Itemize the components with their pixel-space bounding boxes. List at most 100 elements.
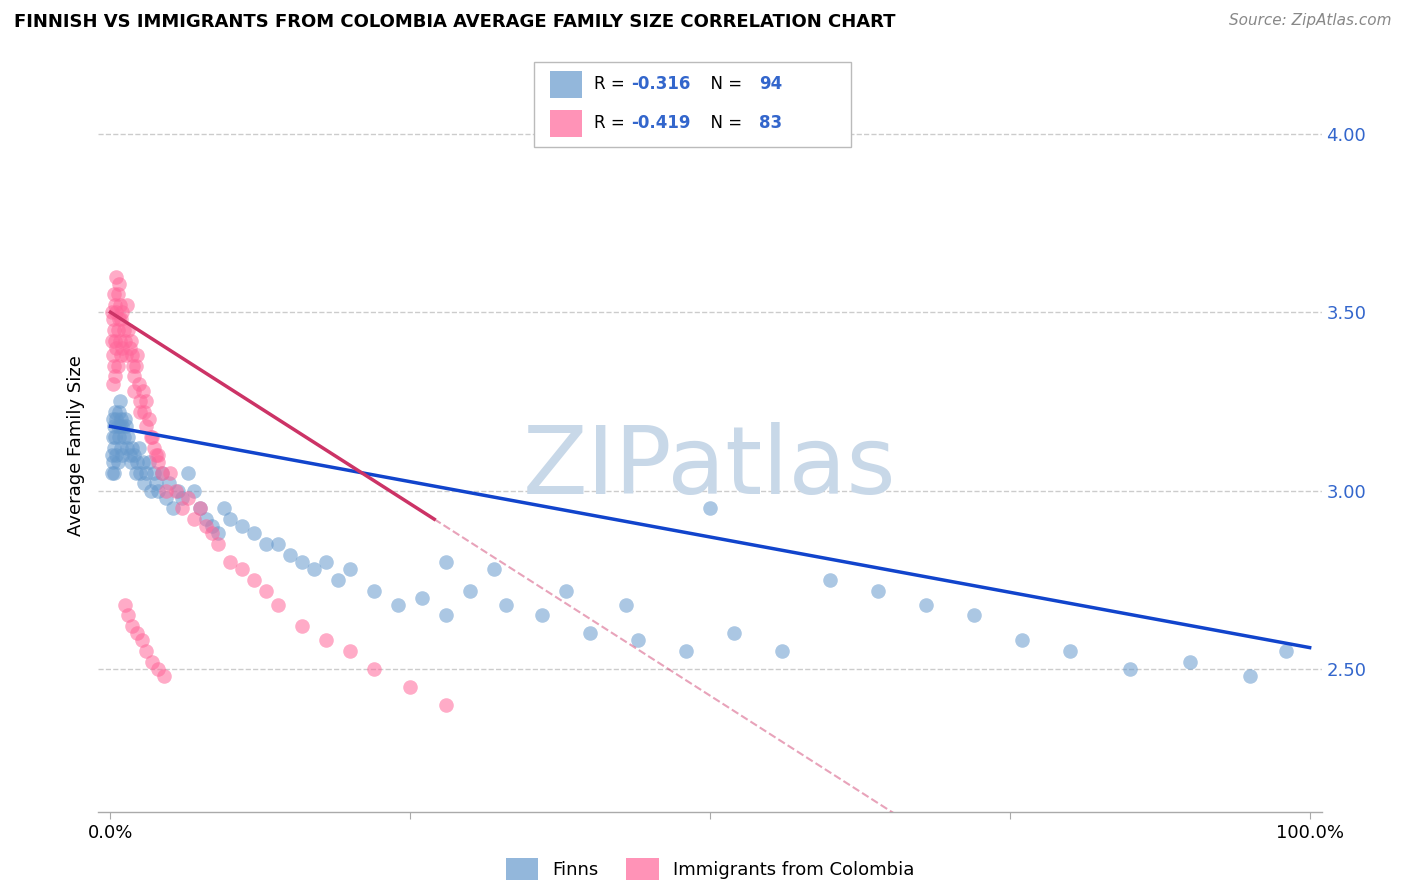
Point (104, 298, 127, 312)
Point (267, 537, 290, 551)
Text: N =: N = (700, 76, 748, 94)
Point (120, 334, 142, 348)
Point (107, 419, 129, 434)
Point (555, 583, 578, 598)
Point (495, 598, 517, 612)
Point (207, 537, 229, 551)
Point (195, 512, 218, 526)
FancyBboxPatch shape (534, 62, 851, 147)
Point (231, 562, 253, 576)
Point (1059, 644, 1081, 658)
Text: 83: 83 (759, 114, 782, 132)
Point (1011, 633, 1033, 648)
Point (104, 334, 127, 348)
Point (135, 394, 157, 409)
Point (434, 608, 457, 623)
Point (115, 348, 138, 362)
Point (166, 483, 188, 498)
Point (132, 405, 155, 419)
Point (101, 348, 124, 362)
Point (121, 619, 143, 633)
Point (339, 644, 361, 658)
Point (120, 455, 142, 469)
Point (434, 555, 457, 569)
Point (103, 441, 125, 455)
Point (105, 448, 128, 462)
Point (1274, 644, 1296, 658)
Point (195, 519, 218, 533)
Point (107, 359, 129, 373)
Point (132, 455, 155, 469)
Point (103, 287, 125, 301)
Point (114, 334, 136, 348)
Point (201, 526, 224, 541)
Point (150, 466, 173, 480)
Point (291, 555, 314, 569)
Point (328, 573, 350, 587)
Point (124, 466, 146, 480)
Point (963, 608, 986, 623)
Text: -0.419: -0.419 (631, 114, 690, 132)
Point (172, 501, 194, 516)
Point (183, 512, 205, 526)
Point (101, 376, 124, 391)
Point (128, 441, 150, 455)
Point (172, 491, 194, 505)
Point (112, 430, 135, 444)
Point (141, 655, 163, 669)
Point (141, 430, 163, 444)
Point (105, 305, 128, 319)
Point (129, 466, 152, 480)
Point (153, 669, 176, 683)
Point (141, 430, 163, 444)
Point (231, 519, 253, 533)
Point (105, 269, 128, 284)
Text: N =: N = (700, 114, 748, 132)
Point (108, 298, 131, 312)
Point (627, 633, 650, 648)
Point (105, 412, 128, 426)
Point (157, 476, 180, 491)
Point (103, 419, 125, 434)
Point (111, 448, 134, 462)
Point (129, 405, 152, 419)
Point (135, 644, 157, 658)
Point (411, 591, 433, 605)
Point (579, 626, 602, 640)
Y-axis label: Average Family Size: Average Family Size (66, 356, 84, 536)
Point (131, 633, 153, 648)
Point (100, 448, 122, 462)
Point (155, 491, 177, 505)
Point (110, 312, 132, 326)
Point (115, 298, 138, 312)
Point (138, 455, 160, 469)
Point (121, 441, 143, 455)
Point (108, 405, 131, 419)
Point (108, 394, 131, 409)
Point (142, 466, 165, 480)
Point (108, 430, 131, 444)
Point (104, 430, 127, 444)
Point (125, 348, 148, 362)
Point (267, 598, 290, 612)
Point (132, 384, 155, 398)
Point (675, 644, 697, 658)
Point (148, 483, 170, 498)
Point (107, 323, 129, 337)
Point (254, 583, 277, 598)
Point (115, 419, 138, 434)
Point (112, 323, 135, 337)
Point (177, 466, 200, 480)
Point (135, 466, 157, 480)
Point (105, 341, 128, 355)
Point (866, 583, 889, 598)
Point (101, 455, 124, 469)
Point (111, 305, 134, 319)
Point (128, 376, 150, 391)
Point (100, 466, 122, 480)
Point (100, 305, 122, 319)
FancyBboxPatch shape (550, 110, 582, 137)
Point (434, 698, 457, 712)
Point (363, 583, 385, 598)
Point (818, 573, 841, 587)
